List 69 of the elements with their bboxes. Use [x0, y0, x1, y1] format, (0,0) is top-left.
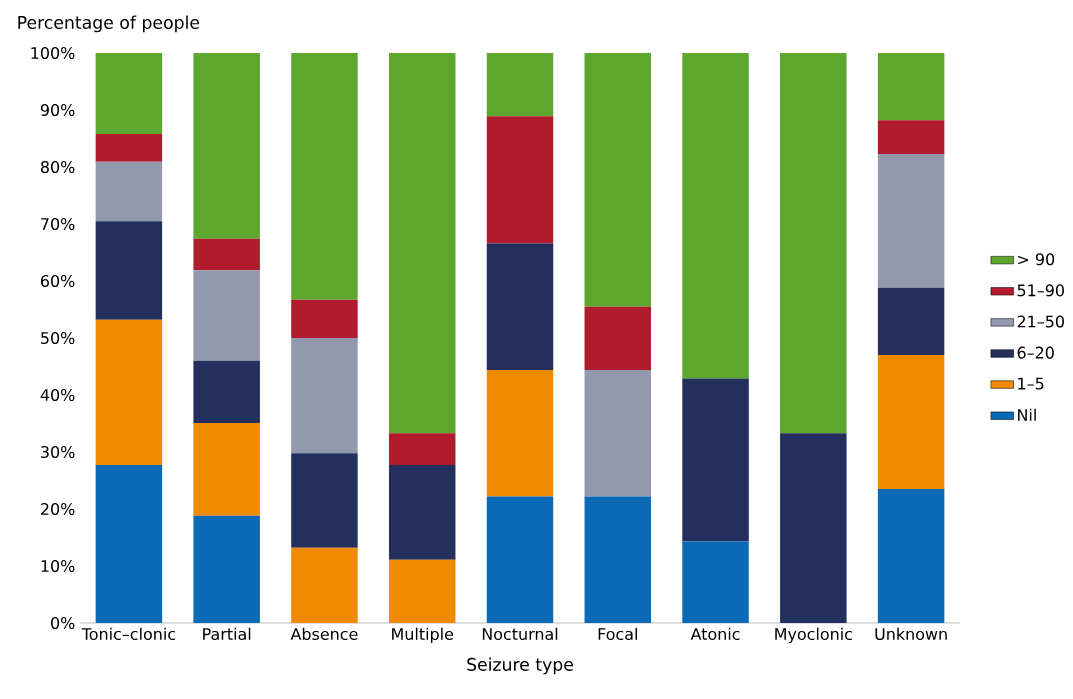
- y-tick-label: 50%: [41, 331, 75, 345]
- x-tick-label: Nocturnal: [482, 627, 558, 641]
- x-tick-label: Multiple: [392, 627, 454, 644]
- y-tick-label: 60%: [40, 274, 75, 288]
- bar: [877, 287, 945, 356]
- bar: [291, 453, 358, 548]
- bar: [291, 299, 358, 338]
- bar: [877, 52, 945, 121]
- x-tick-label: Partial: [203, 627, 251, 641]
- bar: [193, 422, 260, 516]
- bar: [388, 52, 456, 434]
- bar: [95, 221, 163, 320]
- x-tick-label: Atonic: [690, 627, 740, 641]
- bar: [584, 306, 652, 370]
- bar: [877, 355, 945, 490]
- bar: [95, 319, 163, 466]
- legend-label: > 90: [1018, 253, 1055, 266]
- legend-label: 6–20: [1017, 346, 1054, 359]
- x-tick-label: Tonic–clonic: [81, 627, 176, 641]
- bar: [95, 161, 163, 222]
- x-tick-label: Unknown: [875, 627, 947, 641]
- x-axis-title: Seizure type: [467, 657, 573, 675]
- y-axis-title: Percentage of people: [18, 15, 200, 33]
- x-tick-label: Myoclonic: [775, 627, 852, 644]
- bar: [193, 515, 260, 623]
- bar: [193, 52, 260, 239]
- bar: [486, 369, 554, 497]
- bar: [291, 337, 358, 454]
- bar: [193, 238, 260, 271]
- bar: [291, 52, 358, 300]
- legend-label: 51–90: [1017, 284, 1064, 297]
- x-tick-label: Absence: [290, 627, 358, 641]
- y-tick-label: 10%: [41, 559, 75, 573]
- y-tick-label: 20%: [41, 502, 75, 516]
- bar: [877, 153, 945, 288]
- bar: [95, 52, 163, 134]
- bar: [486, 52, 554, 117]
- bar: [193, 270, 260, 361]
- bar: [682, 52, 749, 379]
- bar: [780, 433, 847, 623]
- bar: [388, 465, 456, 560]
- bar: [486, 116, 554, 244]
- bar: [486, 496, 554, 623]
- bar: [388, 433, 456, 466]
- bar: [486, 243, 554, 370]
- bar: [584, 496, 652, 623]
- y-tick-label: 30%: [41, 445, 75, 459]
- y-tick-label: 90%: [40, 103, 75, 117]
- bar: [877, 120, 945, 154]
- bar: [682, 541, 749, 623]
- bar: [780, 52, 847, 434]
- bar: [682, 378, 749, 542]
- bar: [193, 360, 260, 423]
- legend-label: Nil: [1018, 408, 1036, 421]
- x-tick-label: Focal: [598, 627, 637, 641]
- legend-label: 1–5: [1018, 377, 1044, 390]
- bar: [95, 133, 163, 162]
- y-tick-label: 80%: [40, 160, 75, 174]
- bar: [291, 547, 358, 623]
- y-tick-label: 100%: [31, 46, 75, 60]
- bar: [877, 489, 945, 623]
- bar: [388, 559, 456, 623]
- bar: [584, 52, 652, 307]
- y-tick-label: 40%: [40, 388, 75, 402]
- y-tick-label: 0%: [51, 616, 75, 630]
- bar: [584, 369, 652, 497]
- bar: [95, 465, 163, 623]
- y-tick-label: 70%: [41, 217, 75, 231]
- legend-label: 21–50: [1017, 315, 1064, 328]
